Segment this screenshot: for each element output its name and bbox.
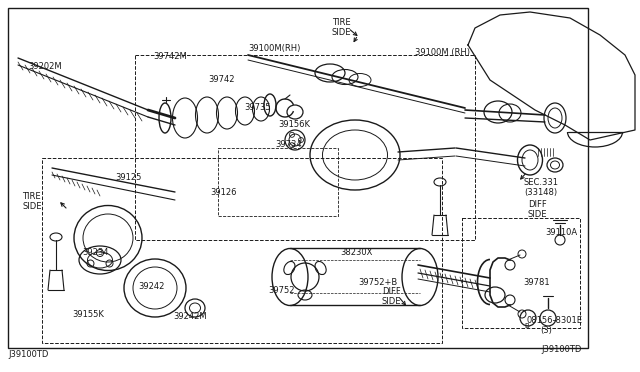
Text: 39781: 39781 — [523, 278, 550, 287]
Bar — [462, 218, 580, 328]
Text: 39734: 39734 — [275, 140, 301, 149]
Bar — [135, 55, 475, 240]
Text: 39742M: 39742M — [153, 52, 187, 61]
Text: SIDE: SIDE — [528, 210, 547, 219]
Text: SEC.331: SEC.331 — [524, 178, 559, 187]
Text: 08156-8301E: 08156-8301E — [527, 316, 583, 325]
Text: DIFF: DIFF — [382, 287, 401, 296]
Text: 38230X: 38230X — [340, 248, 372, 257]
Text: J39100TD: J39100TD — [8, 350, 49, 359]
Text: 39234: 39234 — [82, 248, 109, 257]
Text: TIRE: TIRE — [332, 18, 351, 27]
Text: 39100M(RH): 39100M(RH) — [248, 44, 300, 53]
Text: SIDE: SIDE — [332, 28, 351, 37]
Text: 39752+B: 39752+B — [358, 278, 397, 287]
Text: DIFF: DIFF — [528, 200, 547, 209]
Text: 39742: 39742 — [208, 75, 234, 84]
Text: 39202M: 39202M — [28, 62, 61, 71]
Text: B: B — [524, 323, 529, 329]
Bar — [218, 148, 338, 216]
Text: SIDE: SIDE — [382, 297, 401, 306]
Text: 39126: 39126 — [210, 188, 237, 197]
Text: 39735: 39735 — [244, 103, 271, 112]
Text: 39156K: 39156K — [278, 120, 310, 129]
Text: TIRE: TIRE — [22, 192, 40, 201]
Text: SIDE: SIDE — [22, 202, 42, 211]
Text: 39155K: 39155K — [72, 310, 104, 319]
Text: 39242M: 39242M — [173, 312, 207, 321]
Text: 39752: 39752 — [268, 286, 294, 295]
Text: (33148): (33148) — [524, 188, 557, 197]
Text: 39100M (RH): 39100M (RH) — [415, 48, 470, 57]
Text: J39100TD: J39100TD — [541, 345, 581, 354]
Text: (3): (3) — [540, 326, 552, 335]
Text: 39242: 39242 — [138, 282, 164, 291]
Text: 39110A: 39110A — [545, 228, 577, 237]
Text: 39125: 39125 — [115, 173, 141, 182]
Bar — [42, 158, 442, 343]
